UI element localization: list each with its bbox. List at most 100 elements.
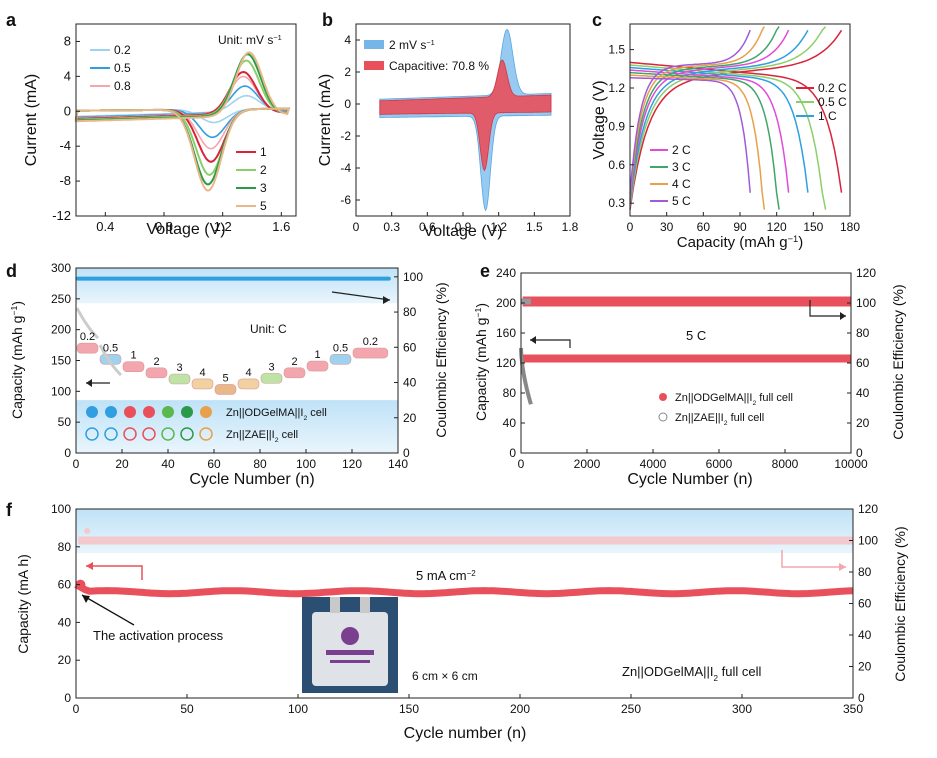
legend-label: 1 — [260, 145, 267, 159]
panel-c-ytick-label: 0.9 — [608, 119, 625, 133]
panel-d-xtick-label: 140 — [388, 457, 408, 471]
panel-d-y2tick-label: 80 — [403, 305, 417, 319]
rate-label: 3 — [176, 362, 182, 374]
legend-ball-hollow — [104, 427, 118, 441]
panel-b-xtick-label: 0 — [353, 220, 360, 234]
panel-a-ytick-label: 0 — [64, 103, 71, 118]
capacity-step-11 — [329, 353, 352, 365]
arrow-head — [530, 336, 536, 344]
legend-label: Zn||ZAE||I2 cell — [226, 429, 298, 444]
text-part: Capacity (mAh g — [473, 318, 489, 421]
y2-axis-label: Coulombic Efficiency (%) — [890, 284, 906, 439]
panel-a-xtick-label: 0.4 — [96, 219, 114, 234]
legend-label: Capacitive: 70.8 % — [389, 59, 489, 73]
cv-curve-0_5 — [74, 85, 291, 139]
legend-ball-filled — [105, 406, 117, 418]
panel-b-xtick-label: 0.3 — [383, 220, 400, 234]
y-axis-label: Capacity (mAh g−1) — [473, 303, 489, 421]
cell-label: Zn||ODGelMA||I2 full cell — [622, 664, 761, 683]
highlight-band — [76, 268, 398, 304]
y-axis-label: Capacity (mAh g−1) — [9, 301, 25, 419]
legend-swatch — [364, 61, 384, 70]
text-part: Unit: mV s — [218, 33, 273, 47]
charge-curve — [629, 26, 780, 200]
panel-b-xtick-label: 1.8 — [562, 220, 579, 234]
pouch-cell-body — [312, 612, 388, 686]
panel-e-y2tick-label: 60 — [856, 356, 870, 370]
legend-label: Zn||ODGelMA||I2 full cell — [675, 392, 793, 407]
legend-ball-filled — [124, 406, 136, 418]
discharge-curve — [629, 69, 790, 193]
panel-a-ytick-label: 8 — [64, 33, 71, 48]
arrow-head — [840, 312, 846, 320]
legend-ball-filled — [143, 406, 155, 418]
legend-label: 5 — [260, 199, 267, 213]
panel-f-ytick-label: 0 — [64, 691, 71, 705]
capacity-initial — [75, 579, 86, 590]
capacity-step-4 — [168, 373, 191, 385]
legend-marker — [659, 393, 667, 401]
panel-a-frame — [75, 23, 297, 217]
panel-f-xtick-label: 0 — [73, 702, 80, 716]
legend-label: 3 C — [672, 160, 691, 174]
ce-series — [78, 536, 854, 545]
rate-label: 4 — [199, 367, 205, 379]
panel-letter: b — [322, 10, 333, 30]
panel-e-y2tick-label: 20 — [856, 416, 870, 430]
text-part: 2 — [752, 400, 756, 407]
logo-text-mark — [330, 660, 370, 663]
panel-letter: c — [592, 10, 602, 30]
rate-label: 2 — [291, 356, 297, 368]
legend-ball-filled — [181, 406, 193, 418]
panel-d-xtick-label: 120 — [342, 457, 362, 471]
panel-c-frame — [629, 23, 851, 217]
discharge-curve — [629, 71, 780, 210]
rate-label: 5 — [222, 372, 228, 384]
text-part: 2 mV s — [389, 38, 426, 52]
y2-axis-label: Coulombic Efficiency (%) — [892, 526, 908, 681]
rate-label: 4 — [245, 367, 251, 379]
panel-e-ytick-label: 40 — [503, 416, 517, 430]
arrow-head — [839, 563, 846, 571]
charge-curve — [629, 29, 809, 205]
x-axis-label: Cycle Number (n) — [627, 471, 752, 488]
panel-b-frame — [355, 23, 571, 217]
charge-curve — [629, 29, 843, 210]
discharge-curve — [629, 74, 766, 210]
text-part: cell — [279, 429, 299, 441]
text-part: −2 — [467, 569, 477, 578]
panel-c-ytick-label: 1.5 — [608, 43, 625, 57]
panel-d-y2tick-label: 20 — [403, 411, 417, 425]
odg-capacity-series — [522, 354, 851, 363]
legend-label: 4 C — [672, 177, 691, 191]
text-part: Zn||ODGelMA||I — [226, 407, 303, 419]
legend-label: 0.5 — [114, 61, 131, 75]
panel-c-xtick-label: 30 — [660, 220, 674, 234]
legend-ball-filled — [86, 406, 98, 418]
panel-f-ytick-label: 20 — [58, 653, 72, 667]
panel-d-ytick-label: 150 — [51, 354, 71, 368]
panel-f-xtick-label: 50 — [180, 702, 194, 716]
capacity-step-2 — [122, 361, 145, 372]
panel-c-ytick-label: 0.3 — [608, 196, 625, 210]
panel-e-xtick-label: 6000 — [706, 457, 733, 471]
panel-d-y2tick-label: 60 — [403, 340, 417, 354]
panel-f-ytick-label: 40 — [58, 615, 72, 629]
legend-label: 0.8 — [114, 79, 131, 93]
rate-label: 1 — [130, 350, 136, 362]
charge-curve — [629, 29, 790, 202]
panel-e-xtick-label: 4000 — [640, 457, 667, 471]
y-axis-label: Current (mA) — [317, 74, 334, 166]
university-seal-icon — [341, 627, 359, 645]
panel-d-y2tick-label: 0 — [403, 446, 410, 460]
text-part: Zn||ZAE||I — [226, 429, 275, 441]
panel-f-xtick-label: 100 — [288, 702, 308, 716]
panel-c-xtick-label: 0 — [627, 220, 634, 234]
discharge-curve — [629, 64, 827, 210]
panel-f-ytick-label: 60 — [58, 578, 72, 592]
highlight-band — [76, 509, 853, 554]
panel-a-ytick-label: 4 — [64, 68, 71, 83]
text-part: Zn||ODGelMA||I — [622, 664, 714, 679]
cv-curve-5 — [74, 51, 291, 192]
panel-letter: d — [6, 261, 17, 281]
